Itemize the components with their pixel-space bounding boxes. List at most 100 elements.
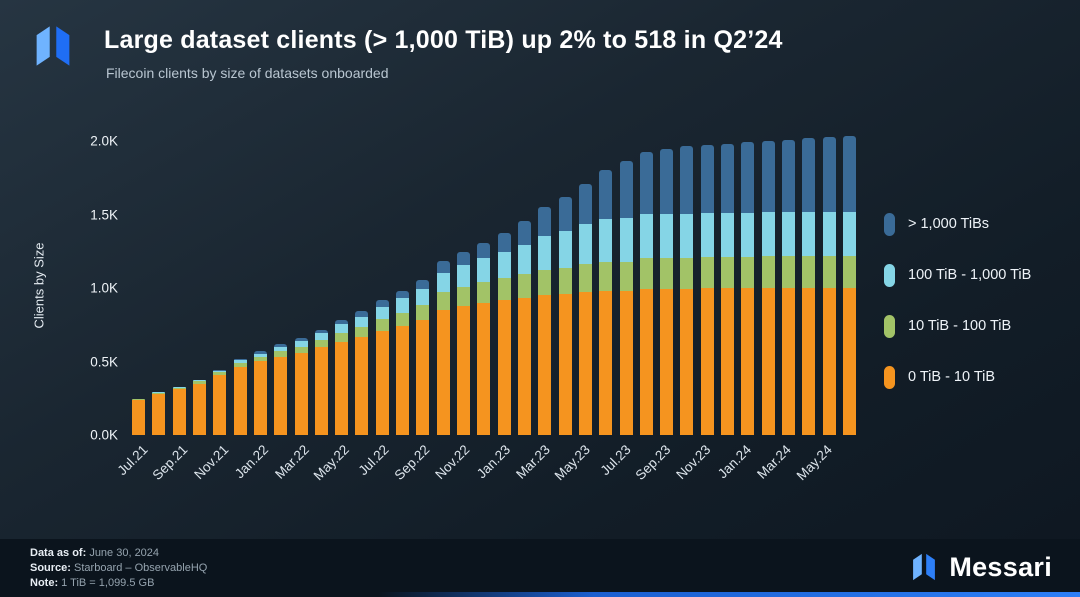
bar-Aug.23	[639, 152, 653, 435]
footer-notes: Data as of: June 30, 2024 Source: Starbo…	[30, 546, 207, 591]
x-axis-label: Jan.23	[473, 442, 513, 482]
bar-segment	[842, 212, 856, 256]
bar-segment	[538, 236, 552, 270]
legend-item-gt-1000-tib: > 1,000 TiBs	[884, 212, 1031, 236]
bar-segment	[457, 287, 470, 306]
x-axis-label: Mar.22	[271, 442, 312, 482]
bar-segment	[761, 256, 775, 288]
bar-segment	[253, 357, 267, 361]
bar-segment	[700, 257, 714, 288]
bar-Oct.22	[436, 261, 450, 435]
bar-segment	[660, 149, 674, 214]
bar-segment	[457, 265, 470, 287]
bar-segment	[375, 307, 389, 319]
x-axis-label: Sep.21	[150, 442, 191, 483]
bar-segment	[680, 289, 694, 435]
footer-label: Source:	[30, 562, 71, 574]
bar-segment	[741, 142, 755, 213]
bar-segment	[761, 212, 775, 256]
bar-Mar.23	[538, 207, 552, 435]
bar-Dec.22	[477, 243, 491, 435]
bar-segment	[578, 292, 592, 435]
bar-Feb.22	[274, 344, 288, 435]
bar-segment	[416, 320, 430, 435]
bar-segment	[253, 354, 267, 357]
bar-segment	[538, 207, 552, 236]
bar-segment	[802, 288, 816, 435]
bar-segment	[396, 326, 410, 435]
bar-Aug.22	[396, 291, 410, 435]
bar-segment	[761, 141, 775, 212]
bar-segment	[639, 152, 653, 214]
legend-label: > 1,000 TiBs	[908, 216, 990, 232]
bar-segment	[233, 360, 247, 363]
bar-Jan.23	[497, 233, 511, 435]
bar-segment	[335, 333, 349, 342]
bar-segment	[842, 256, 856, 288]
bar-Feb.24	[761, 141, 775, 435]
bar-segment	[538, 270, 552, 295]
footer-value: June 30, 2024	[89, 547, 160, 559]
bar-Nov.21	[213, 370, 227, 435]
bar-segment	[436, 261, 450, 273]
bar-segment	[517, 298, 531, 435]
bar-segment	[436, 310, 450, 435]
bar-segment	[599, 219, 613, 262]
bar-segment	[152, 393, 166, 394]
bar-segment	[721, 257, 735, 288]
bar-Apr.23	[558, 197, 572, 435]
bar-segment	[172, 387, 186, 388]
bar-segment	[721, 213, 735, 257]
legend-swatch-orange	[884, 365, 895, 389]
bar-segment	[314, 333, 328, 340]
bar-segment	[700, 288, 714, 435]
x-axis-label: May.22	[310, 442, 352, 484]
bar-Jun.22	[355, 311, 369, 435]
bar-segment	[822, 288, 836, 435]
legend-label: 100 TiB - 1,000 TiB	[908, 267, 1032, 283]
bar-segment	[578, 224, 592, 264]
bar-segment	[132, 400, 145, 435]
bar-segment	[335, 342, 349, 435]
bar-Feb.23	[517, 221, 531, 435]
bar-segment	[274, 347, 288, 351]
bar-segment	[233, 367, 247, 435]
messari-logo-icon	[913, 553, 936, 581]
bar-Jun.23	[599, 170, 613, 435]
bar-segment	[680, 258, 694, 289]
legend-label: 0 TiB - 10 TiB	[908, 369, 996, 385]
bar-Oct.23	[680, 146, 694, 435]
y-axis-ticks: 0.0K 0.5K 1.0K 1.5K 2.0K	[50, 134, 118, 443]
bar-segment	[741, 288, 755, 435]
bar-Oct.21	[192, 380, 206, 435]
bar-segment	[497, 300, 511, 435]
bar-segment	[132, 399, 145, 400]
bar-segment	[822, 137, 836, 212]
bar-segment	[314, 347, 328, 435]
y-axis-label: 1.5K	[90, 207, 118, 222]
bar-segment	[660, 214, 674, 258]
legend-item-10-100-tib: 10 TiB - 100 TiB	[884, 314, 1031, 338]
bar-segment	[578, 264, 592, 292]
bar-segment	[396, 291, 410, 298]
bar-segment	[639, 214, 653, 258]
bar-segment	[721, 288, 735, 435]
bar-segment	[274, 344, 288, 347]
chart-subtitle: Filecoin clients by size of datasets onb…	[106, 65, 389, 81]
bar-segment	[782, 212, 795, 256]
bar-segment	[639, 258, 653, 289]
legend-swatch-green	[884, 314, 895, 338]
bar-segment	[477, 243, 491, 258]
x-axis-label: Jul.21	[114, 442, 151, 479]
bar-segment	[741, 257, 755, 288]
bar-segment	[517, 245, 531, 274]
bar-Jul.21	[132, 399, 145, 435]
bar-segment	[721, 144, 735, 213]
bar-segment	[375, 319, 389, 331]
bottom-accent-bar	[0, 592, 1080, 597]
bar-segment	[599, 262, 613, 291]
x-axis-label: May.24	[793, 442, 835, 484]
bar-segment	[457, 306, 470, 435]
legend-label: 10 TiB - 100 TiB	[908, 318, 1012, 334]
